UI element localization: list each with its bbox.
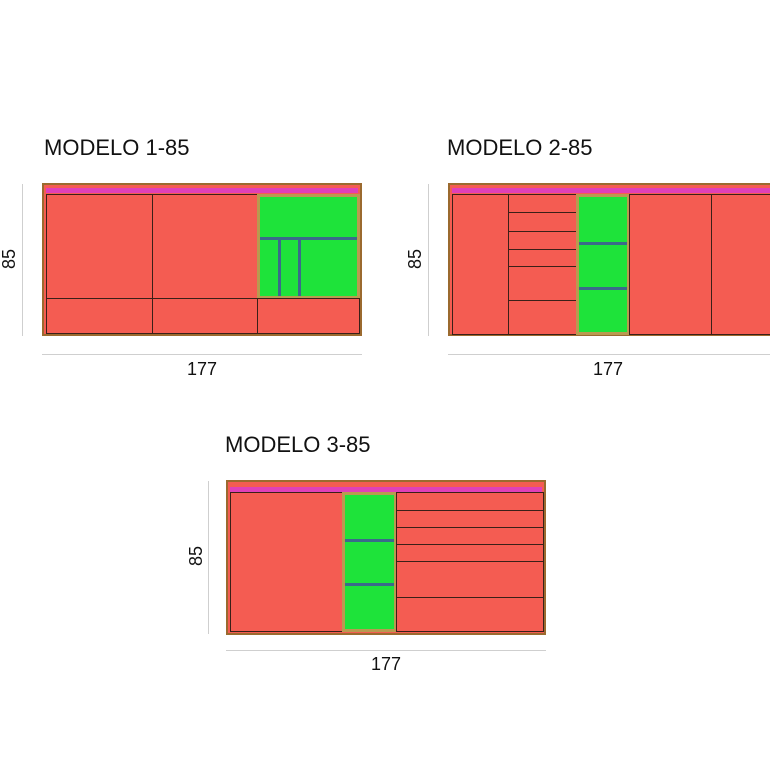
model-3-height-label: 85 [186,545,206,567]
model-1-title: MODELO 1-85 [44,135,190,160]
model-2-height-line [428,184,429,336]
drawer-divider [397,544,543,545]
drawer-divider [397,527,543,528]
model-1-post [298,237,301,296]
model-3-top-strip [230,487,542,492]
model-2-width-label: 177 [592,359,624,379]
model-1-door [152,194,258,299]
drawer-divider [509,249,576,250]
model-1-door [46,194,153,299]
model-2-height-label: 85 [405,248,425,270]
model-1-shelf [260,237,357,240]
model-1-cabinet [42,183,362,336]
drawer-divider [397,597,543,598]
model-2-title: MODELO 2-85 [447,135,593,160]
model-1-width-line [42,354,362,355]
drawer-divider [509,300,576,301]
model-2-open-shelf [576,194,630,335]
model-3-shelf [345,539,394,542]
model-1-drawer [46,298,153,334]
model-3-open-shelf [342,492,397,632]
model-2-shelf [579,287,627,290]
model-2-door [629,194,712,335]
model-3-shelf [345,583,394,586]
model-2-shelf [579,242,627,245]
model-3-drawer-column [396,492,544,632]
model-1-post [278,237,281,296]
model-1-drawer [152,298,258,334]
drawer-divider [397,510,543,511]
model-2-drawer-column [508,194,577,335]
model-3-title: MODELO 3-85 [225,432,371,457]
model-2-width-line [448,354,770,355]
drawer-divider [509,231,576,232]
drawer-divider [509,266,576,267]
model-1-width-label: 177 [186,359,218,379]
model-3-door [230,492,343,632]
model-1-height-line [22,184,23,336]
model-2-cabinet [448,183,770,336]
drawer-divider [397,561,543,562]
model-3-width-line [226,650,546,651]
model-3-height-line [208,481,209,634]
model-3-width-label: 177 [370,654,402,674]
model-1-drawer [257,298,360,334]
model-1-top-strip [46,188,358,193]
model-2-top-strip [452,188,770,193]
drawer-divider [509,212,576,213]
model-2-door [452,194,509,335]
model-1-height-label: 85 [0,248,19,270]
model-1-open-shelf [257,194,360,299]
model-3-cabinet [226,480,546,635]
model-2-door [711,194,770,335]
